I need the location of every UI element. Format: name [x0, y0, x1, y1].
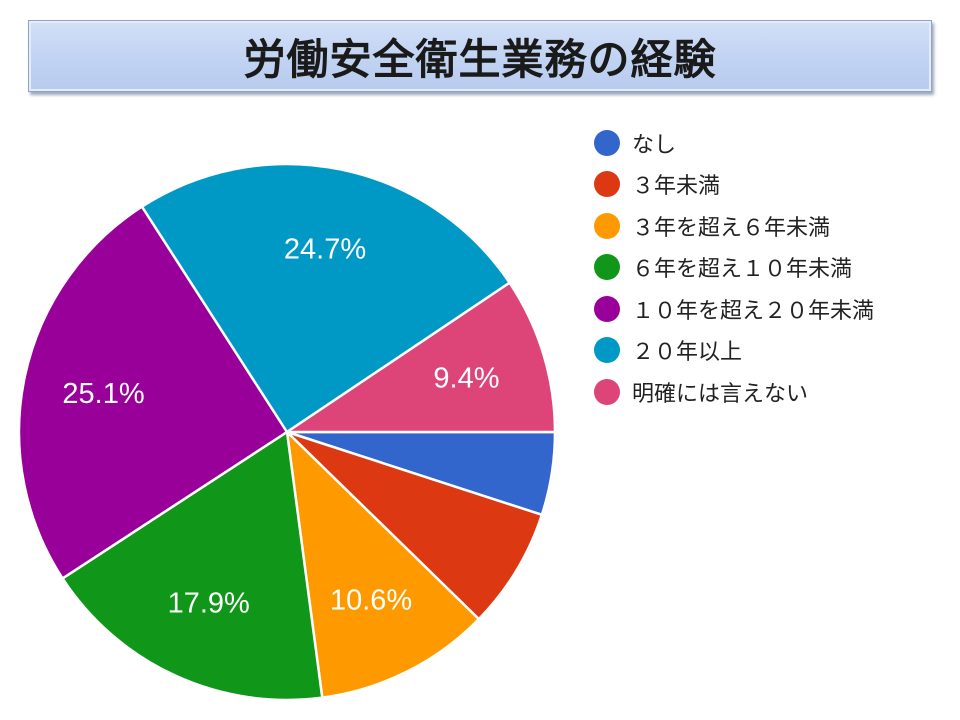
- pie-slice: [282, 281, 557, 434]
- legend-swatch: [594, 337, 620, 364]
- slice-data-label: 25.1%: [62, 378, 144, 410]
- legend-swatch: [594, 212, 620, 239]
- legend-item: ３年を超え６年未満: [594, 205, 874, 247]
- slice-data-label: 9.4%: [433, 362, 499, 394]
- legend-label: ２０年以上: [632, 340, 743, 366]
- legend: なし ３年未満 ３年を超え６年未満 ６年を超え１０年未満 １０年を超え２０年未満 ２０年以…: [594, 122, 874, 413]
- legend-item: ２０年以上: [594, 330, 874, 372]
- pie-slice: [60, 429, 324, 702]
- slice-data-label: 10.6%: [330, 585, 412, 617]
- pie-slice: [285, 428, 481, 700]
- chart-title-bar: 労働安全衛生業務の経験: [28, 20, 932, 92]
- legend-item: ３年未満: [594, 164, 874, 206]
- legend-label: ６年を超え１０年未満: [632, 257, 853, 283]
- slice-data-label: 17.9%: [168, 587, 250, 619]
- legend-label: ３年を超え６年未満: [632, 215, 831, 241]
- legend-swatch: [594, 254, 620, 281]
- legend-swatch: [594, 171, 620, 198]
- legend-label: １０年を超え２０年未満: [632, 298, 875, 324]
- legend-swatch: [594, 378, 620, 405]
- legend-item: ６年を超え１０年未満: [594, 247, 874, 289]
- legend-label: 明確には言えない: [632, 381, 809, 407]
- legend-label: なし: [632, 132, 677, 158]
- legend-label: ３年未満: [632, 174, 721, 200]
- pie-slice: [140, 162, 512, 434]
- legend-swatch: [594, 295, 620, 322]
- chart-title: 労働安全衛生業務の経験: [243, 34, 717, 84]
- slice-data-label: 24.7%: [284, 233, 366, 265]
- pie-slice: [17, 204, 289, 581]
- legend-item: １０年を超え２０年未満: [594, 288, 874, 330]
- pie-slice: [286, 430, 544, 621]
- legend-item: なし: [594, 122, 874, 164]
- legend-swatch: [594, 129, 620, 156]
- legend-item: 明確には言えない: [594, 371, 874, 413]
